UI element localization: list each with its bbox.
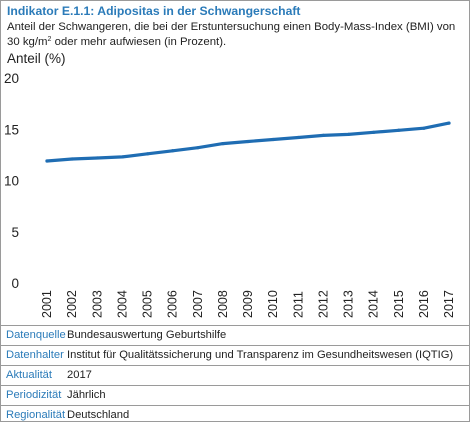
meta-row: Regionalität Deutschland — [1, 406, 469, 425]
meta-value: 2017 — [67, 369, 92, 381]
x-tick-label: 2001 — [40, 290, 54, 318]
x-tick-label: 2009 — [241, 290, 255, 318]
subtitle-superscript: 2 — [47, 36, 52, 43]
x-tick-label: 2013 — [342, 290, 356, 318]
y-axis-label: Anteil (%) — [7, 51, 66, 66]
meta-key: Periodizität — [6, 389, 62, 401]
subtitle-line-2: 30 kg/m2 oder mehr aufwiesen (in Prozent… — [7, 35, 463, 50]
y-tick-label: 10 — [4, 174, 19, 189]
y-tick-label: 0 — [11, 276, 19, 291]
chart-subtitle: Anteil der Schwangeren, die bei der Erst… — [7, 20, 463, 50]
meta-value: Deutschland — [67, 409, 130, 421]
data-point — [346, 132, 351, 136]
data-point — [372, 130, 376, 134]
data-point — [171, 149, 175, 153]
data-point — [447, 121, 451, 125]
y-axis-ticks: 0 5 10 15 20 — [4, 71, 19, 291]
line-chart: Anteil (%) 0 5 10 15 20 2001 2002 2003 2004 2005… — [4, 51, 456, 318]
data-point — [145, 152, 150, 156]
data-point — [120, 155, 124, 159]
meta-key: Datenhalter — [6, 349, 64, 361]
chart-header: Indikator E.1.1: Adipositas in der Schwa… — [7, 4, 463, 50]
data-point — [422, 126, 426, 130]
meta-key: Aktualität — [6, 369, 53, 381]
meta-row: Datenquelle Bundesauswertung Geburtshilf… — [1, 326, 469, 346]
meta-row: Aktualität 2017 — [1, 366, 469, 386]
data-point — [70, 157, 74, 161]
x-axis-ticks: 2001 2002 2003 2004 2005 2006 2007 2008 2009 2010… — [40, 290, 456, 318]
data-point — [296, 135, 300, 140]
data-point — [246, 139, 250, 144]
y-tick-label: 5 — [11, 225, 19, 240]
x-tick-label: 2004 — [115, 290, 129, 318]
meta-value: Institut für Qualitätssicherung und Tran… — [67, 349, 454, 361]
y-tick-label: 15 — [4, 122, 19, 137]
meta-key: Regionalität — [6, 409, 66, 421]
x-tick-label: 2010 — [266, 290, 280, 318]
data-point — [221, 142, 225, 146]
x-tick-label: 2015 — [392, 290, 406, 318]
subtitle-rest: oder mehr aufwiesen (in Prozent). — [51, 36, 227, 48]
x-tick-label: 2005 — [141, 290, 155, 318]
data-point — [196, 146, 200, 150]
x-tick-label: 2011 — [291, 291, 305, 318]
data-point — [397, 128, 401, 132]
subtitle-line-1: Anteil der Schwangeren, die bei der Erst… — [7, 21, 456, 33]
meta-row: Datenhalter Institut für Qualitätssicher… — [1, 346, 469, 366]
data-point — [95, 156, 99, 160]
subtitle-unit: 30 kg/m — [7, 36, 48, 48]
x-tick-label: 2017 — [442, 290, 456, 318]
x-tick-label: 2012 — [316, 290, 330, 318]
metadata-table: Datenquelle Bundesauswertung Geburtshilf… — [1, 325, 469, 425]
meta-value: Bundesauswertung Geburtshilfe — [67, 329, 227, 341]
x-tick-label: 2006 — [166, 290, 180, 318]
data-point — [45, 159, 49, 163]
meta-value: Jährlich — [67, 389, 106, 401]
x-tick-label: 2014 — [367, 290, 381, 318]
meta-key: Datenquelle — [6, 329, 66, 341]
meta-row: Periodizität Jährlich — [1, 386, 469, 406]
x-tick-label: 2007 — [191, 290, 205, 318]
x-tick-label: 2016 — [417, 290, 431, 318]
y-tick-label: 20 — [4, 71, 19, 86]
data-point — [271, 137, 275, 142]
x-tick-label: 2003 — [90, 290, 104, 318]
x-tick-label: 2002 — [65, 290, 79, 318]
chart-area: Anteil (%) 0 5 10 15 20 2001 2002 2003 2004 2005… — [1, 45, 469, 323]
data-point — [321, 133, 325, 137]
x-tick-label: 2008 — [216, 290, 230, 318]
series-group — [45, 121, 451, 163]
chart-title: Indikator E.1.1: Adipositas in der Schwa… — [7, 4, 301, 18]
